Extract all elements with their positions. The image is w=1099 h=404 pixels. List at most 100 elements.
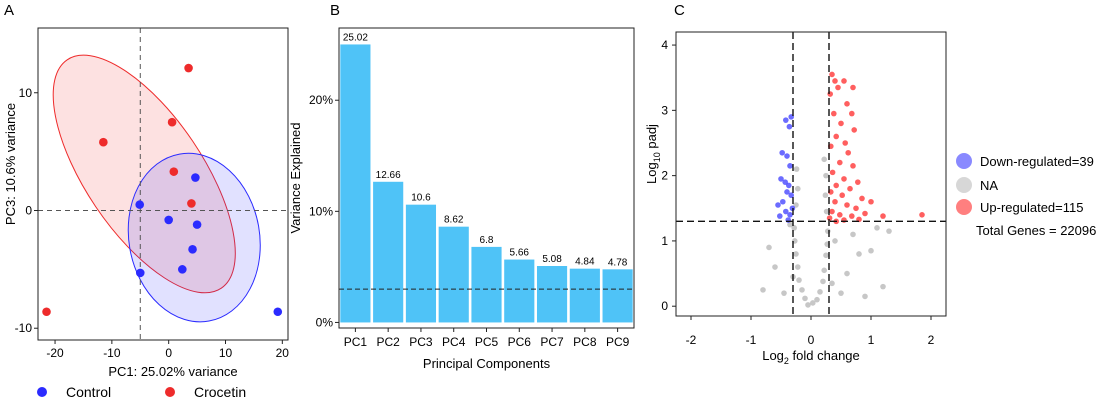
data-point-na <box>886 228 892 234</box>
data-point-control <box>188 245 197 254</box>
legend-total-genes: Total Genes = 22096 <box>976 223 1096 238</box>
data-point-down-regulated <box>784 153 790 159</box>
legend-swatch-crocetin <box>165 387 175 397</box>
confidence-ellipse-control <box>127 152 261 323</box>
data-point-na <box>817 289 823 295</box>
data-point-na <box>823 252 829 259</box>
data-point-na <box>793 202 799 208</box>
data-point-na <box>823 172 829 179</box>
y-axis-title-part: padj <box>644 124 659 152</box>
data-point-control <box>191 173 200 182</box>
y-tick-label: 0% <box>316 315 334 329</box>
bar-pc6 <box>504 259 535 323</box>
data-point-down-regulated <box>775 202 781 208</box>
x-axis-title: Principal Components <box>423 356 551 371</box>
data-point-na <box>793 166 800 172</box>
data-point-up-regulated <box>829 208 835 215</box>
data-point-na <box>832 238 838 244</box>
data-point-up-regulated <box>833 133 839 140</box>
x-axis-title: Log2 fold change <box>762 348 860 366</box>
data-point-na <box>820 278 826 285</box>
data-point-up-regulated <box>862 210 868 217</box>
data-point-up-regulated <box>841 78 847 84</box>
x-tick-label: 0 <box>808 333 815 347</box>
data-point-na <box>825 228 831 234</box>
data-point-up-regulated <box>832 78 838 84</box>
x-tick-label: PC8 <box>573 335 597 349</box>
data-point-control <box>178 265 187 274</box>
legend-label: NA <box>980 178 998 193</box>
x-tick-label: PC2 <box>376 335 400 349</box>
data-point-up-regulated <box>868 198 874 205</box>
panel-b-label: B <box>330 2 340 19</box>
data-point-na <box>880 283 886 290</box>
bar-value-label: 4.84 <box>575 257 595 268</box>
bar-value-label: 5.08 <box>542 254 562 265</box>
data-point-control <box>164 215 173 225</box>
data-point-control <box>135 200 145 209</box>
x-tick-label: PC7 <box>540 335 564 349</box>
data-point-down-regulated <box>788 192 794 199</box>
x-tick-label: 20 <box>276 346 290 360</box>
data-point-up-regulated <box>837 159 843 166</box>
data-point-up-regulated <box>880 213 886 219</box>
bar-pc1 <box>340 44 371 323</box>
data-point-down-regulated <box>787 163 793 169</box>
data-point-up-regulated <box>835 84 841 91</box>
data-point-na <box>850 231 856 238</box>
data-point-up-regulated <box>841 176 847 182</box>
data-point-crocetin <box>187 199 196 208</box>
data-point-na <box>874 225 880 231</box>
data-point-up-regulated <box>842 140 848 146</box>
bar-value-label: 12.66 <box>376 170 401 181</box>
confidence-ellipse-crocetin <box>52 54 236 294</box>
data-point-na <box>781 290 787 296</box>
data-point-up-regulated <box>838 120 844 127</box>
bar-value-label: 5.66 <box>510 248 530 259</box>
panel-a-label: A <box>4 2 14 19</box>
data-point-na <box>821 267 827 274</box>
x-tick-label: -2 <box>686 333 697 347</box>
x-axis-title-subscript: 2 <box>784 356 789 366</box>
y-tick-label: 0 <box>661 299 668 313</box>
y-tick-label: 1 <box>661 234 668 248</box>
data-point-down-regulated <box>783 117 789 123</box>
data-point-up-regulated <box>837 212 843 218</box>
y-tick-label: 2 <box>661 169 668 183</box>
data-point-na <box>838 290 844 296</box>
plot-frame <box>37 27 289 341</box>
data-point-up-regulated <box>844 101 850 107</box>
bar-pc9 <box>602 269 633 323</box>
data-point-up-regulated <box>919 212 925 218</box>
y-axis-title-subscript: 10 <box>652 152 662 162</box>
data-point-na <box>795 264 801 270</box>
legend-swatch <box>956 199 972 215</box>
x-axis-title-part: fold change <box>789 348 860 363</box>
data-point-na <box>766 244 772 251</box>
data-point-na <box>856 251 862 257</box>
data-point-down-regulated <box>778 176 784 182</box>
data-point-down-regulated <box>787 212 793 218</box>
data-point-control <box>192 220 202 229</box>
data-point-up-regulated <box>845 149 851 156</box>
x-tick-label: -1 <box>746 333 757 347</box>
data-point-up-regulated <box>829 71 835 78</box>
data-point-down-regulated <box>786 123 793 130</box>
data-point-down-regulated <box>777 213 783 219</box>
y-tick-label: 4 <box>661 38 668 52</box>
legend-label: Down-regulated=39 <box>980 154 1094 169</box>
data-point-up-regulated <box>855 179 861 185</box>
data-point-crocetin <box>42 307 51 317</box>
data-point-up-regulated <box>839 192 845 199</box>
data-point-na <box>760 287 766 293</box>
x-tick-label: PC1 <box>344 335 368 349</box>
data-point-up-regulated <box>833 182 839 189</box>
x-tick-label: 0 <box>165 346 172 360</box>
data-point-up-regulated <box>827 91 833 97</box>
data-point-na <box>829 280 835 287</box>
data-point-down-regulated <box>784 189 790 195</box>
data-point-na <box>844 270 850 277</box>
data-point-na <box>823 208 830 215</box>
x-tick-label: PC5 <box>475 335 499 349</box>
